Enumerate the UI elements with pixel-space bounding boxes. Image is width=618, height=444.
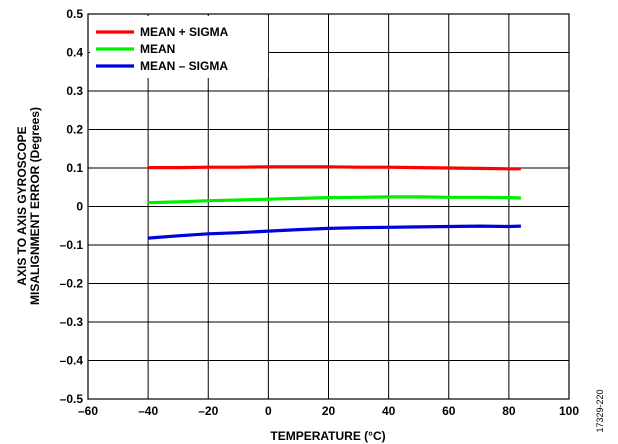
x-tick-label: –60 (78, 404, 98, 418)
x-axis-title: TEMPERATURE (°C) (270, 429, 385, 443)
series-line-3 (147, 224, 521, 240)
y-tick-label: –0.4 (60, 354, 84, 368)
y-tick-label: 0.4 (66, 46, 83, 60)
legend: MEAN + SIGMA MEAN MEAN – SIGMA (90, 16, 268, 78)
y-tick-label: 0.3 (66, 84, 83, 98)
y-tick-label: 0.2 (66, 123, 83, 137)
plot-frame (87, 13, 570, 400)
y-tick-label: –0.1 (60, 238, 84, 252)
series-line-1 (148, 165, 521, 171)
y-axis-title: AXIS TO AXIS GYROSCOPE MISALIGNMENT ERRO… (15, 107, 42, 305)
legend-label-2: MEAN (140, 42, 175, 56)
y-tick-label: 0.1 (66, 161, 83, 175)
y-axis-title-line-2: MISALIGNMENT ERROR (Degrees) (28, 107, 42, 305)
series-line-2 (148, 195, 521, 205)
x-tick-label: 0 (265, 404, 272, 418)
y-axis-title-line-1: AXIS TO AXIS GYROSCOPE (15, 126, 29, 285)
x-tick-label: 40 (382, 404, 396, 418)
y-tick-label: –0.3 (60, 315, 84, 329)
legend-label-3: MEAN – SIGMA (140, 59, 228, 73)
y-tick-label: 0.5 (66, 7, 83, 21)
legend-label-1: MEAN + SIGMA (140, 25, 229, 39)
x-tick-label: 20 (322, 404, 336, 418)
y-tick-label: –0.5 (60, 392, 84, 406)
tick-labels: –60 –40 –20 0 20 40 60 80 100 –0.5 –0.4 –0.3 –0.2 –0.… (60, 7, 580, 418)
series-lines (147, 165, 521, 240)
figure-id: 17329-220 (595, 389, 605, 432)
x-tick-label: 100 (559, 404, 579, 418)
y-tick-label: –0.2 (60, 277, 84, 291)
y-tick-label: 0 (76, 200, 83, 214)
x-tick-label: –40 (138, 404, 158, 418)
legend-background (90, 16, 268, 78)
x-tick-label: 80 (502, 404, 516, 418)
x-tick-label: –20 (198, 404, 218, 418)
x-tick-label: 60 (442, 404, 456, 418)
